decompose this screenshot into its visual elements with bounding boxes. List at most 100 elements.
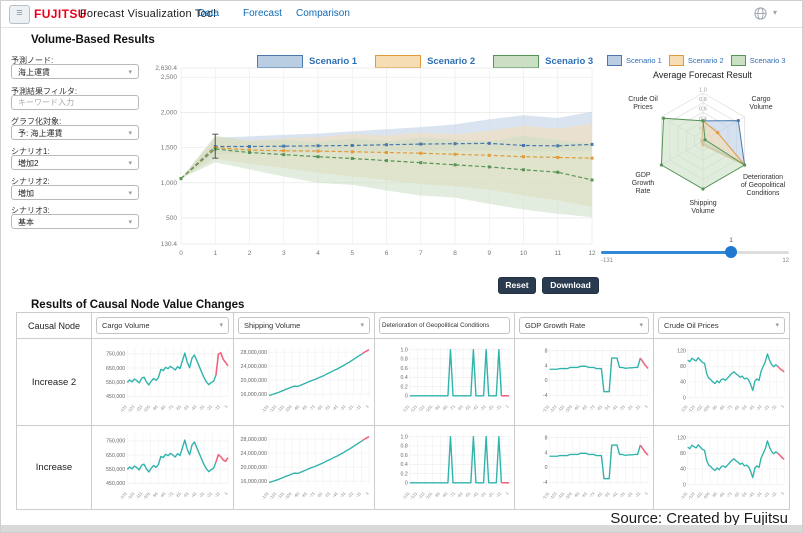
crude-oil-sparkline: -131-121-111-101 -91 -81 -71 -61 -51 -41 -31 -21… [677,346,786,413]
cargo-volume-dropdown[interactable]: ▾ Cargo Volume [96,317,229,334]
geopolitical-dropdown[interactable]: Deterioration of Geopolitical Conditions [379,317,510,334]
radar-legend: Scenario 1 Scenario 2 Scenario 3 [607,55,793,66]
scenario1-swatch [257,55,303,68]
svg-text:450,000: 450,000 [106,394,125,400]
svg-text:130.4: 130.4 [161,241,178,248]
svg-text:-21: -21 [347,490,355,498]
svg-text:-101: -101 [283,490,293,500]
chevron-down-icon[interactable]: ▾ [773,8,778,17]
svg-text:-131: -131 [679,490,689,500]
svg-text:4: 4 [316,250,320,257]
forecast-node-select[interactable]: ▾ 海上運賃 [11,64,139,79]
svg-text:-91: -91 [711,490,719,498]
crude-oil-dropdown[interactable]: ▾ Crude Oil Prices [658,317,785,334]
svg-text:0.6: 0.6 [400,366,407,372]
nav-link-data[interactable]: Data [198,8,220,19]
svg-text:-21: -21 [487,403,495,411]
svg-text:16,000,000: 16,000,000 [241,479,268,485]
chevron-down-icon: ▾ [128,160,132,167]
column-header-geopolitical: Deterioration of Geopolitical Conditions [375,313,515,339]
svg-text:-31: -31 [479,403,487,411]
svg-text:2,000: 2,000 [161,109,178,116]
svg-text:-31: -31 [198,490,206,498]
svg-text:-91: -91 [293,490,301,498]
svg-text:750,000: 750,000 [106,352,125,358]
svg-text:-11: -11 [770,490,778,498]
svg-text:-51: -51 [323,490,331,498]
result-filter-input[interactable] [11,95,139,110]
svg-text:0: 0 [683,482,686,488]
svg-text:-71: -71 [308,403,316,411]
svg-text:-111: -111 [417,403,426,413]
svg-text:-31: -31 [339,403,347,411]
graph-target-select[interactable]: ▾ 予: 海上運賃 [11,125,139,140]
scenario2-select[interactable]: ▾ 増加 [11,185,139,200]
slider-max-label: 12 [782,258,789,264]
svg-text:-101: -101 [424,490,434,500]
scenario1-swatch [607,55,622,66]
svg-text:0: 0 [179,250,183,257]
svg-text:-91: -91 [711,403,719,411]
svg-text:0.6: 0.6 [400,453,407,459]
geopolitical-sparkline: -131-121-111-101 -91 -81 -71 -61 -51 -41 -31 -21… [400,346,510,413]
svg-text:120: 120 [677,435,686,441]
svg-text:0.8: 0.8 [400,357,407,363]
svg-text:-111: -111 [276,490,285,500]
svg-text:7: 7 [419,250,423,257]
crude-oil-sparkline: -131-121-111-101 -91 -81 -71 -61 -51 -41 -31 -21… [677,433,785,500]
sparkline-cell: -131 -121 -111 -101 -91 -81 -71 -61 -51 -41 -31 -21… [375,339,515,426]
chevron-down-icon: ▾ [360,322,364,329]
svg-text:11: 11 [554,250,561,257]
svg-text:-51: -51 [603,490,611,498]
svg-text:-81: -81 [441,490,449,498]
svg-text:-21: -21 [626,403,634,411]
gdp-growth-dropdown[interactable]: ▾ GDP Growth Rate [519,317,649,334]
shipping-volume-dropdown[interactable]: ▾ Shipping Volume [238,317,370,334]
svg-text:-81: -81 [441,403,449,411]
sparkline-cell: -131 -121 -111 -101 -91 -81 -71 -61 -51 -41 -31 -21… [234,339,375,426]
download-button[interactable]: Download [542,277,599,294]
svg-text:-111: -111 [417,490,426,500]
svg-text:-71: -71 [725,490,733,498]
svg-text:28,000,000: 28,000,000 [241,437,268,443]
globe-icon[interactable] [753,6,768,26]
svg-text:-31: -31 [479,490,487,498]
nav-link-comparison[interactable]: Comparison [296,8,350,19]
svg-text:-101: -101 [142,403,152,413]
svg-text:-21: -21 [205,403,213,411]
svg-text:9: 9 [487,250,491,257]
svg-text:-121: -121 [549,403,559,413]
svg-text:-121: -121 [268,403,278,413]
svg-text:-11: -11 [770,403,778,411]
svg-text:120: 120 [677,348,686,354]
svg-text:-131: -131 [119,490,129,500]
nav-link-forecast[interactable]: Forecast [243,8,282,19]
svg-text:0.8: 0.8 [400,444,407,450]
shipping-volume-sparkline: -131-121-111-101 -91 -81 -71 -61 -51 -41 -31 -21… [241,433,370,500]
svg-text:-111: -111 [695,403,704,413]
sparkline-cell: -131 -121 -111 -101 -91 -81 -71 -61 -51 -41 -31 -21… [234,426,375,510]
svg-text:2,630.4: 2,630.4 [155,65,177,72]
svg-text:-4: -4 [543,480,548,486]
svg-text:80: 80 [680,364,686,370]
svg-text:-31: -31 [618,490,626,498]
scenario3-swatch [730,55,746,66]
svg-text:-131: -131 [260,403,270,413]
svg-text:-41: -41 [611,490,619,498]
scenario1-select[interactable]: ▾ 増加2 [11,155,139,170]
svg-text:3: 3 [282,250,286,257]
scenario3-select[interactable]: ▾ 基本 [11,214,139,229]
svg-text:-31: -31 [618,403,626,411]
svg-text:-21: -21 [347,403,355,411]
svg-text:650,000: 650,000 [106,453,125,459]
svg-text:1: 1 [223,490,229,495]
reset-button[interactable]: Reset [498,277,536,294]
svg-text:-101: -101 [424,403,434,413]
hamburger-menu-icon[interactable]: ≡ [9,5,30,24]
svg-text:1: 1 [780,403,786,409]
scenario3-swatch [493,55,540,68]
slider-thumb[interactable] [725,246,737,258]
svg-text:1: 1 [213,250,217,257]
